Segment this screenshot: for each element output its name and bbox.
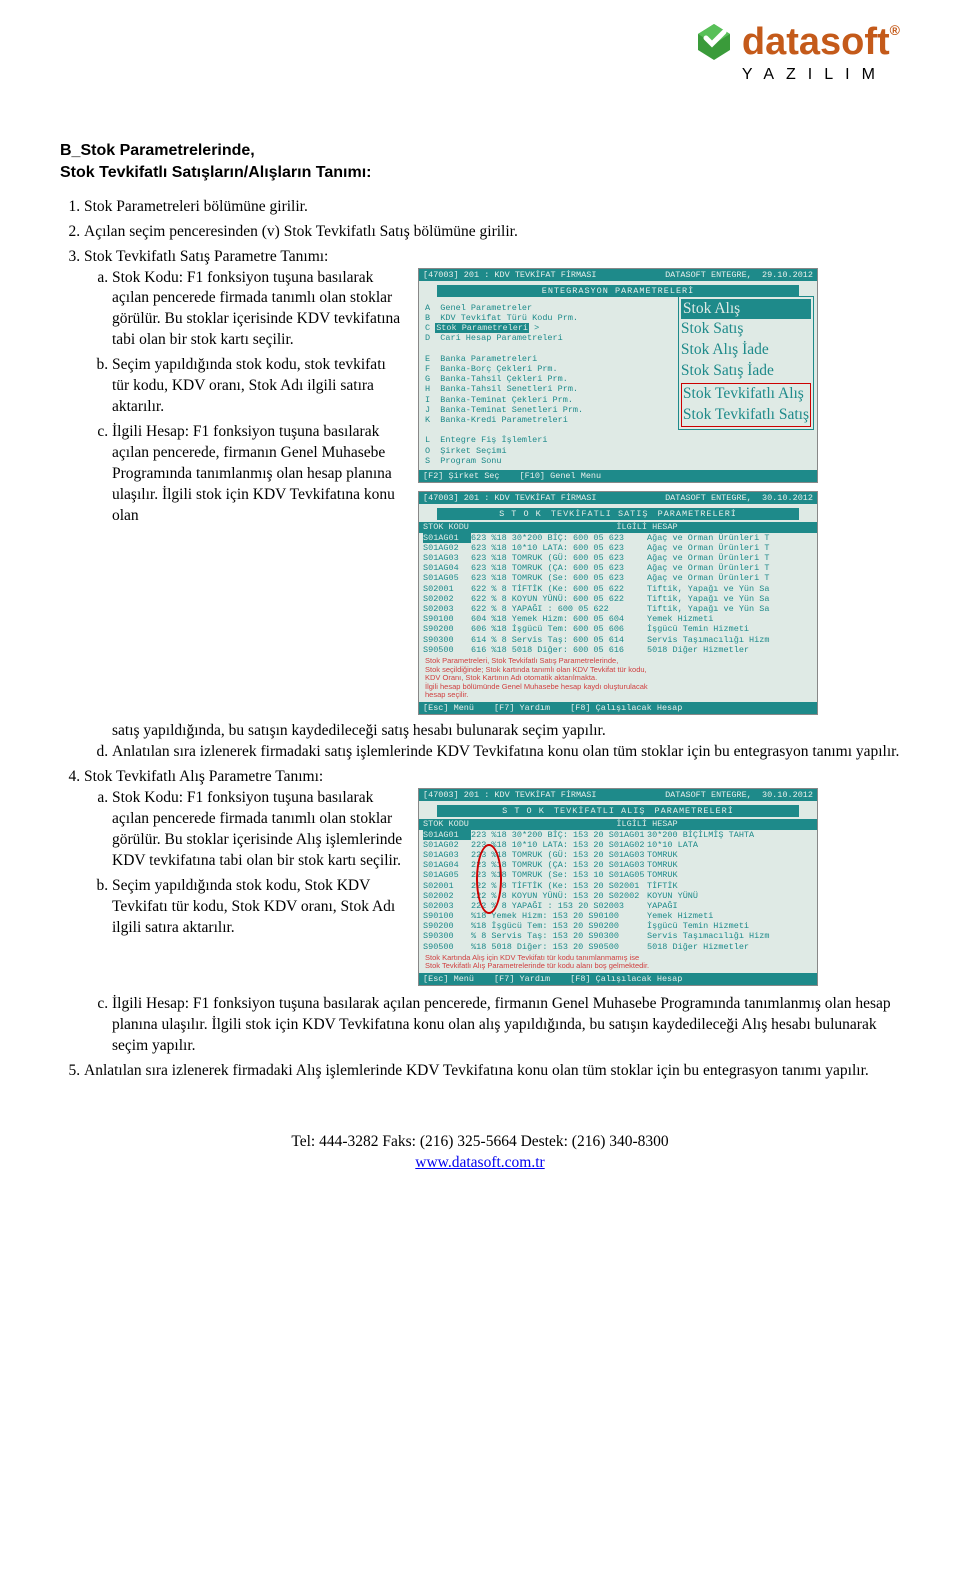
list-item: Anlatılan sıra izlenerek firmadaki satış… <box>112 742 900 763</box>
list-item: Stok Tevkifatlı Alış Parametre Tanımı: S… <box>84 767 900 1057</box>
list-item: İlgili Hesap: F1 fonksiyon tuşuna basıla… <box>112 422 404 527</box>
list-item: Stok Kodu: F1 fonksiyon tuşuna basılarak… <box>112 788 404 872</box>
list-item: Açılan seçim penceresinden (v) Stok Tevk… <box>84 222 900 243</box>
list-item: Seçim yapıldığında stok kodu, Stok KDV T… <box>112 876 404 939</box>
screenshot-stack: [47003] 201 : KDV TEVKİFAT FİRMASI DATAS… <box>418 788 818 994</box>
list-item: Seçim yapıldığında stok kodu, stok tevki… <box>112 355 404 418</box>
brand-name: datasoft® <box>742 23 900 61</box>
screenshot-stack: [47003] 201 : KDV TEVKİFAT FİRMASI DATAS… <box>418 268 818 724</box>
list-item: Stok Kodu: F1 fonksiyon tuşuna basılarak… <box>112 268 404 352</box>
list-item: Stok Tevkifatlı Satış Parametre Tanımı: … <box>84 247 900 763</box>
list-item: Anlatılan sıra izlenerek firmadaki Alış … <box>84 1061 900 1082</box>
brand-logo: datasoft® YAZILIM <box>692 20 900 84</box>
brand-subtitle: YAZILIM <box>692 66 900 84</box>
screenshot-satis-table: [47003] 201 : KDV TEVKİFAT FİRMASI DATAS… <box>418 491 818 715</box>
logo-icon <box>692 20 736 64</box>
list-item: İlgili Hesap: F1 fonksiyon tuşuna basıla… <box>112 994 900 1057</box>
list-item: Stok Parametreleri bölümüne girilir. <box>84 197 900 218</box>
footer-contact: Tel: 444-3282 Faks: (216) 325-5664 Deste… <box>60 1132 900 1153</box>
footer-link[interactable]: www.datasoft.com.tr <box>415 1154 544 1171</box>
highlight-oval <box>476 844 502 914</box>
document-body: Stok Parametreleri bölümüne girilir. Açı… <box>60 197 900 1082</box>
screenshot-submenu: Stok Alış Stok Satış Stok Alış İade Stok… <box>678 296 814 431</box>
page-footer: Tel: 444-3282 Faks: (216) 325-5664 Deste… <box>60 1132 900 1174</box>
page-title: B_Stok Parametrelerinde, Stok Tevkifatlı… <box>60 140 900 185</box>
